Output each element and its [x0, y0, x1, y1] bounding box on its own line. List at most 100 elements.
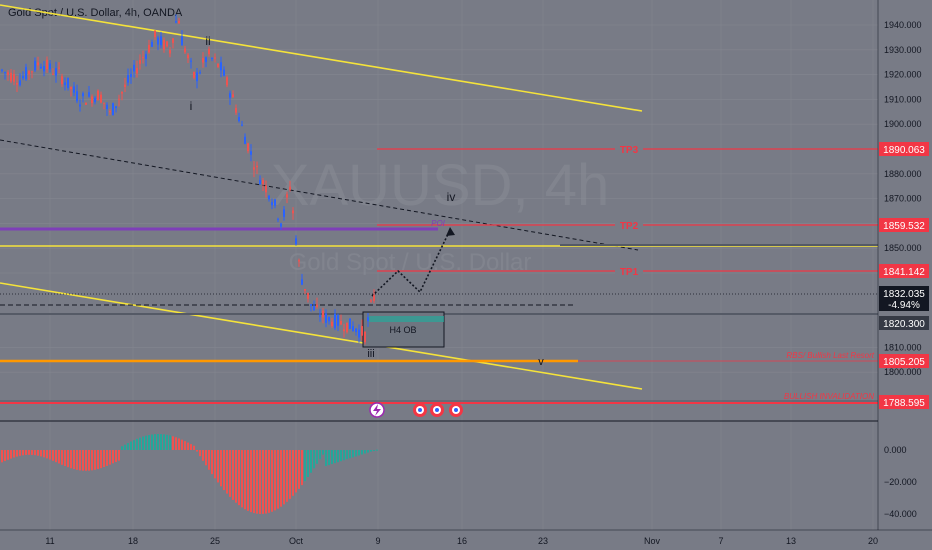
price-tick-label: 1870.000 — [884, 194, 922, 204]
osc-bar — [235, 450, 237, 503]
projection-path[interactable] — [371, 229, 451, 297]
candle-body — [109, 111, 111, 113]
osc-bar — [58, 450, 60, 464]
time-tick-label: 7 — [718, 536, 723, 546]
h4-ob-label: H4 OB — [389, 325, 416, 335]
candle-body — [202, 58, 204, 63]
svg-text:1805.205: 1805.205 — [883, 357, 925, 368]
time-axis[interactable]: 11 18 25 Oct 9 16 23 Nov 7 13 20 — [0, 529, 932, 546]
candle-body — [313, 306, 315, 311]
candle-body — [334, 313, 336, 329]
svg-text:1890.063: 1890.063 — [883, 145, 925, 156]
osc-bar — [367, 450, 369, 453]
candle-body — [292, 210, 294, 214]
candle-body — [79, 104, 81, 107]
osc-bar — [361, 450, 363, 455]
invalidation-price-tag: 1788.595 — [879, 395, 929, 409]
osc-bar — [304, 450, 306, 482]
candle-body — [226, 77, 228, 86]
time-tick-label: Oct — [289, 536, 304, 546]
candle-body — [310, 304, 312, 306]
price-tick-label: 1940.000 — [884, 20, 922, 30]
osc-bar — [181, 439, 183, 450]
osc-bar — [88, 450, 90, 471]
candle-body — [235, 108, 237, 113]
price-axis[interactable]: 1940.000 1930.000 1920.000 1910.000 1900.000… — [877, 0, 922, 530]
osc-bar — [196, 450, 198, 452]
osc-bar — [85, 450, 87, 471]
candle-body — [214, 57, 216, 59]
osc-bar — [43, 450, 45, 458]
osc-bar — [325, 450, 327, 466]
osc-bar — [202, 450, 204, 461]
osc-bar — [343, 450, 345, 461]
osc-bar — [229, 450, 231, 497]
osc-bar — [334, 450, 336, 464]
price-tick-label: 1900.000 — [884, 119, 922, 129]
osc-bar — [265, 450, 267, 514]
osc-bar — [76, 450, 78, 470]
candle-body — [364, 331, 366, 343]
candle-body — [283, 209, 285, 217]
osc-bar — [256, 450, 258, 514]
osc-bar — [70, 450, 72, 469]
osc-bar — [376, 449, 378, 451]
osc-bar — [205, 450, 207, 466]
candle-body — [277, 218, 279, 220]
osc-bar — [139, 437, 141, 450]
us-flag-icon[interactable] — [413, 403, 463, 417]
osc-bar — [211, 450, 213, 475]
upper-channel-line[interactable] — [0, 4, 643, 112]
tp1-price-tag: 1841.142 — [879, 264, 929, 278]
candle-body — [46, 59, 48, 70]
level-1820-price-tag: 1820.300 — [879, 316, 929, 330]
candle-body — [133, 64, 135, 72]
price-tick-label: 1800.000 — [884, 367, 922, 377]
candle-body — [145, 54, 147, 59]
osc-bar — [148, 435, 150, 450]
osc-bar — [10, 450, 12, 459]
candle-body — [286, 194, 288, 198]
osc-bar — [337, 450, 339, 463]
osc-bar — [13, 450, 15, 458]
time-tick-label: 9 — [375, 536, 380, 546]
candle-body — [268, 195, 270, 200]
osc-bar — [34, 450, 36, 456]
candle-body — [127, 75, 129, 83]
osc-bar — [313, 450, 315, 469]
candle-body — [124, 84, 126, 88]
osc-bar — [220, 450, 222, 487]
candle-body — [256, 165, 258, 168]
candle-body — [22, 76, 24, 79]
osc-bar — [310, 450, 312, 473]
candle-body — [97, 90, 99, 101]
osc-bar — [244, 450, 246, 510]
candle-body — [217, 63, 219, 68]
candle-body — [211, 58, 213, 60]
osc-bar — [316, 450, 318, 464]
osc-bar — [178, 438, 180, 450]
osc-bar — [274, 450, 276, 511]
candle-body — [178, 20, 180, 24]
dashed-trendline[interactable] — [0, 139, 639, 251]
svg-text:1788.595: 1788.595 — [883, 398, 925, 409]
time-tick-label: 18 — [128, 536, 138, 546]
osc-bar — [247, 450, 249, 511]
h4-ob-green-zone — [369, 316, 444, 322]
candle-body — [1, 69, 3, 71]
candle-body — [31, 71, 33, 73]
candle-body — [373, 295, 375, 301]
candle-body — [304, 288, 306, 291]
price-tick-label: 1930.000 — [884, 45, 922, 55]
lightning-icon[interactable] — [369, 402, 385, 418]
osc-bar — [52, 450, 54, 461]
candle-body — [151, 41, 153, 47]
candle-body — [28, 71, 30, 75]
candle-body — [13, 74, 15, 82]
lower-channel-line[interactable] — [0, 282, 643, 390]
candle-body — [319, 315, 321, 317]
osc-bar — [163, 434, 165, 450]
candle-body — [172, 38, 174, 43]
candle-body — [193, 72, 195, 78]
